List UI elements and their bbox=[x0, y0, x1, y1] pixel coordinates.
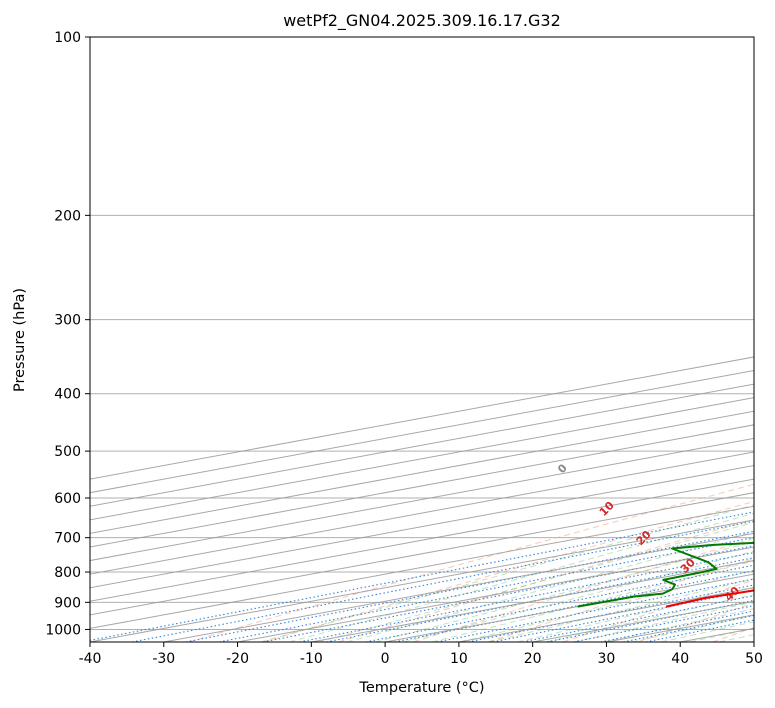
x-tick-label: 0 bbox=[381, 651, 390, 667]
moist-adiabat bbox=[488, 578, 754, 642]
x-tick-label: 30 bbox=[598, 651, 616, 667]
dry-adiabats bbox=[188, 483, 754, 642]
x-axis: -40 -30 -20 -10 0 10 20 30 40 50 bbox=[79, 642, 763, 667]
mixing-ratio-line bbox=[326, 557, 754, 642]
x-tick-label: 50 bbox=[745, 651, 763, 667]
x-tick-label: 10 bbox=[450, 651, 468, 667]
isotherm bbox=[90, 505, 754, 629]
dry-adiabat bbox=[562, 579, 754, 642]
isotherm bbox=[90, 451, 754, 575]
isotherm bbox=[90, 424, 754, 548]
moist-adiabat bbox=[317, 521, 754, 642]
isotherms bbox=[90, 356, 754, 642]
y-tick-label: 700 bbox=[54, 531, 81, 547]
y-tick-label: 800 bbox=[54, 565, 81, 581]
y-tick-label: 300 bbox=[54, 313, 81, 329]
mixing-ratio-line bbox=[365, 564, 754, 642]
moist-adiabat bbox=[431, 560, 754, 642]
x-tick-label: -40 bbox=[79, 651, 102, 667]
isotherm bbox=[163, 532, 754, 642]
moist-adiabat bbox=[346, 531, 754, 642]
dry-adiabat bbox=[413, 538, 754, 642]
y-tick-label: 600 bbox=[54, 491, 81, 507]
y-tick-label: 900 bbox=[54, 595, 81, 611]
profile-series bbox=[577, 541, 754, 608]
y-tick-label: 400 bbox=[54, 387, 81, 403]
y-tick-label: 200 bbox=[54, 208, 81, 224]
mixing-ratio-line bbox=[299, 552, 754, 642]
x-tick-label: -20 bbox=[226, 651, 249, 667]
x-axis-title: Temperature (°C) bbox=[358, 680, 484, 696]
isotherm bbox=[90, 492, 754, 616]
x-tick-label: 20 bbox=[524, 651, 542, 667]
chart-title: wetPf2_GN04.2025.309.16.17.G32 bbox=[283, 11, 561, 31]
dry-adiabat bbox=[338, 518, 754, 642]
x-tick-label: -30 bbox=[152, 651, 175, 667]
plot-area: -100-90-80-70-60-50-40-30-20-100.10.20.4… bbox=[90, 37, 754, 642]
pressure-gridlines bbox=[90, 37, 754, 630]
moist-adiabat bbox=[403, 550, 754, 642]
y-tick-label: 1000 bbox=[45, 622, 81, 638]
series-line-dewpoint bbox=[577, 541, 754, 608]
isotherm bbox=[90, 437, 754, 562]
isotherm bbox=[90, 465, 754, 589]
y-tick-label: 100 bbox=[54, 30, 81, 46]
x-tick-label: 40 bbox=[671, 651, 689, 667]
y-axis-title: Pressure (hPa) bbox=[12, 288, 28, 392]
isotherm bbox=[90, 519, 754, 642]
x-tick-label: -10 bbox=[300, 651, 323, 667]
moist-adiabat bbox=[574, 601, 754, 642]
y-axis: 100 200 300 400 500 600 700 800 900 1000 bbox=[45, 30, 90, 638]
y-tick-label: 500 bbox=[54, 444, 81, 460]
mixing-ratio-line bbox=[436, 578, 754, 642]
dry-adiabat bbox=[188, 483, 754, 642]
plot-frame bbox=[89, 36, 755, 643]
isotherm bbox=[90, 478, 754, 602]
